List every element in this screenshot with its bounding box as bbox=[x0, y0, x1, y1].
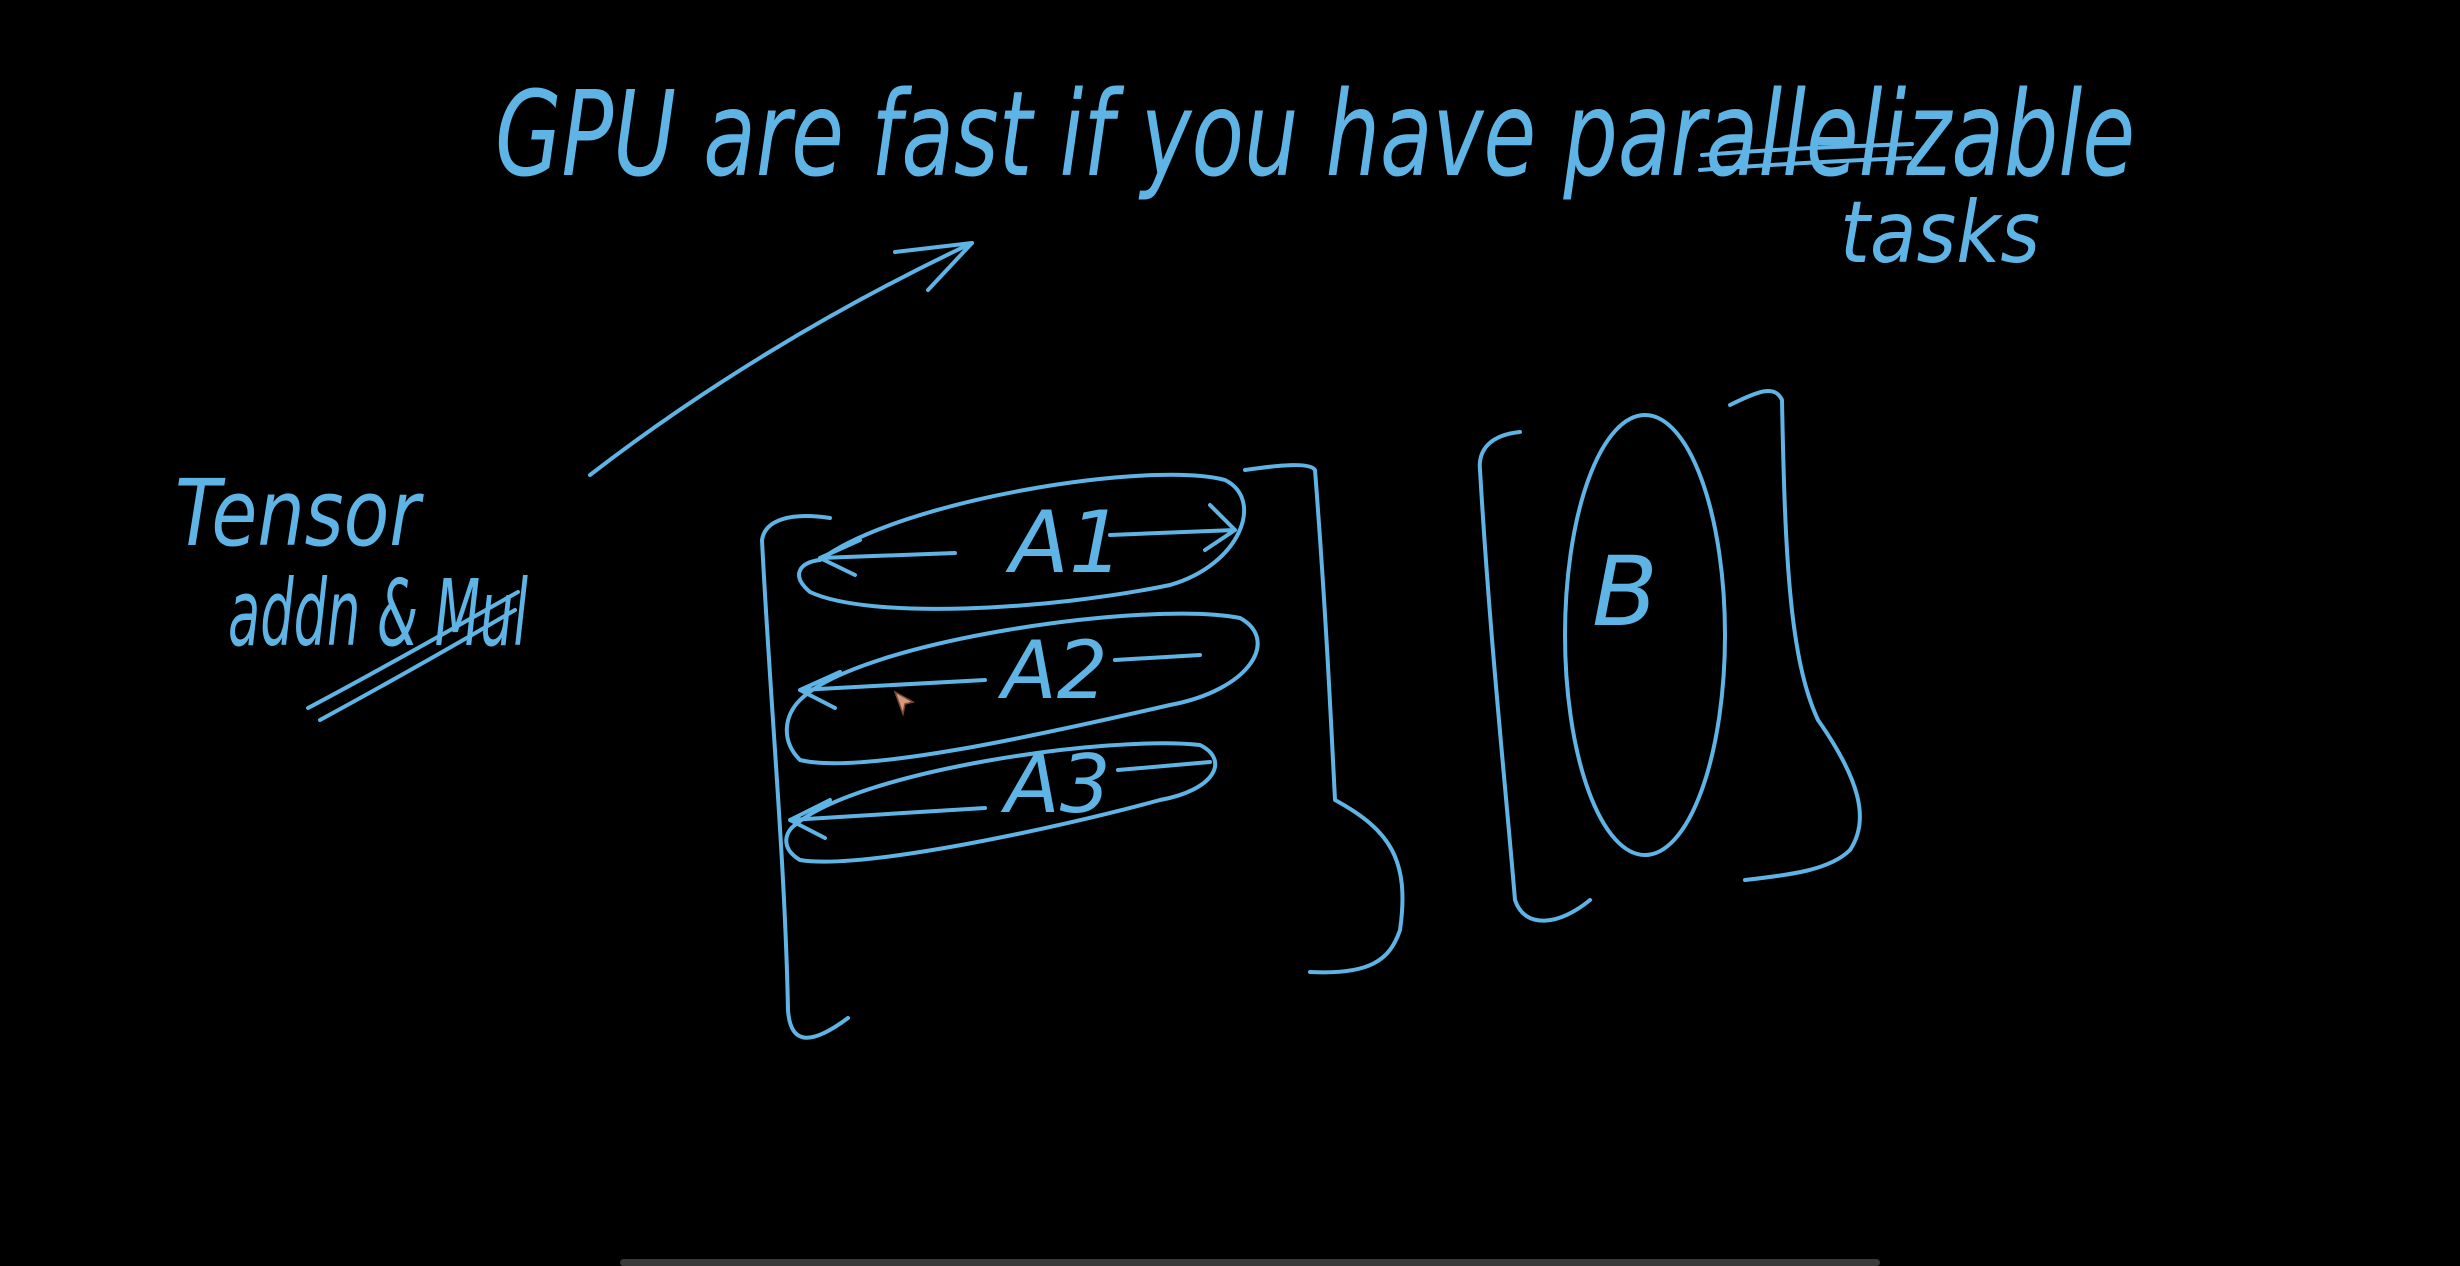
pen-cursor-icon bbox=[893, 690, 916, 717]
row-label-a3: A3 bbox=[1000, 738, 1111, 831]
title-underline-2 bbox=[1698, 156, 1912, 172]
vector-b-right-bracket bbox=[1728, 388, 1862, 882]
row-label-a2: A2 bbox=[997, 624, 1108, 717]
row-a2-loop bbox=[784, 611, 1260, 766]
arrow-head bbox=[893, 241, 974, 292]
row-label-a1: A1 bbox=[1005, 493, 1124, 593]
row-a2-arrow bbox=[798, 653, 1202, 710]
vector-b-label: B bbox=[1592, 536, 1658, 648]
side-note-line1: Tensor bbox=[175, 460, 424, 567]
matrix-a-right-bracket bbox=[1243, 463, 1405, 975]
row-a1-loop bbox=[797, 472, 1246, 611]
row-a3-loop bbox=[784, 741, 1218, 864]
title-underline bbox=[1700, 142, 1914, 157]
title-text: GPU are fast if you have parallelizable bbox=[495, 65, 2135, 203]
row-a3-arrow bbox=[788, 760, 1212, 840]
title-continuation-text: tasks bbox=[1840, 183, 2040, 283]
arrow-line bbox=[588, 241, 974, 477]
side-note-underline bbox=[306, 590, 520, 710]
row-a1-arrow bbox=[818, 503, 1237, 577]
horizontal-scrollbar[interactable] bbox=[620, 1259, 1880, 1266]
vector-b-oval bbox=[1563, 413, 1727, 857]
vector-b-left-bracket bbox=[1477, 430, 1592, 923]
side-note-underline-2 bbox=[318, 608, 517, 722]
matrix-a-left-bracket bbox=[760, 514, 850, 1040]
